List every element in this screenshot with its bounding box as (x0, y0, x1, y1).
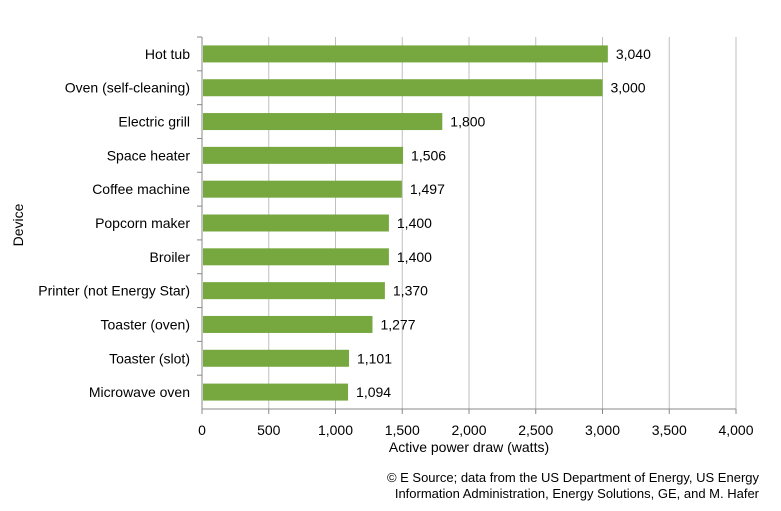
category-label: Broiler (150, 249, 191, 265)
bar (203, 214, 389, 232)
gridlines (268, 37, 737, 409)
x-tick-label: 4,000 (718, 422, 753, 438)
bar (203, 45, 608, 63)
source-line-1: © E Source; data from the US Department … (386, 470, 759, 485)
category-label: Popcorn maker (95, 215, 190, 231)
source-line-2: Information Administration, Energy Solut… (394, 486, 759, 501)
x-tick-label: 2,500 (518, 422, 553, 438)
x-axis-title: Active power draw (watts) (389, 439, 549, 455)
bar (203, 282, 385, 300)
x-tick-label: 500 (257, 422, 281, 438)
category-label: Hot tub (145, 46, 190, 62)
bars (203, 45, 608, 401)
data-label: 1,101 (357, 350, 392, 366)
x-tick-labels: 0 500 1,000 1,500 2,000 2,500 3,000 3,500 4,000 (198, 422, 754, 438)
data-label: 3,040 (616, 46, 651, 62)
data-label: 1,400 (397, 249, 432, 265)
x-tick-label: 3,000 (585, 422, 620, 438)
category-label: Toaster (oven) (101, 316, 190, 332)
x-tick-label: 1,500 (385, 422, 420, 438)
data-label: 1,506 (411, 147, 446, 163)
category-label: Electric grill (118, 114, 190, 130)
data-label: 1,277 (380, 316, 415, 332)
category-label: Space heater (107, 147, 191, 163)
bar (203, 248, 389, 266)
data-label: 3,000 (611, 80, 646, 96)
bar (203, 315, 373, 333)
bar (203, 113, 443, 131)
category-labels: Hot tub Oven (self-cleaning) Electric gril… (38, 46, 190, 400)
category-label: Printer (not Energy Star) (38, 283, 190, 299)
category-label: Microwave oven (89, 384, 190, 400)
data-label: 1,370 (393, 283, 428, 299)
data-label: 1,400 (397, 215, 432, 231)
bar-chart: Hot tub Oven (self-cleaning) Electric gril… (10, 36, 754, 455)
bar (203, 383, 349, 401)
x-tick-label: 3,500 (652, 422, 687, 438)
data-label: 1,497 (410, 181, 445, 197)
bar (203, 79, 603, 97)
data-labels: 3,040 3,000 1,800 1,506 1,497 1,400 1,400 1,370… (356, 46, 651, 400)
category-label: Oven (self-cleaning) (65, 80, 190, 96)
x-tick-label: 2,000 (451, 422, 486, 438)
x-tick-label: 1,000 (318, 422, 353, 438)
category-label: Toaster (slot) (109, 350, 190, 366)
bar (203, 146, 404, 164)
x-tick-label: 0 (198, 422, 206, 438)
bar (203, 349, 349, 367)
bar (203, 180, 402, 198)
y-axis-title: Device (10, 203, 26, 246)
data-label: 1,094 (356, 384, 391, 400)
axes (197, 36, 737, 414)
category-label: Coffee machine (92, 181, 190, 197)
data-label: 1,800 (450, 114, 485, 130)
source-note: © E Source; data from the US Department … (339, 470, 759, 502)
